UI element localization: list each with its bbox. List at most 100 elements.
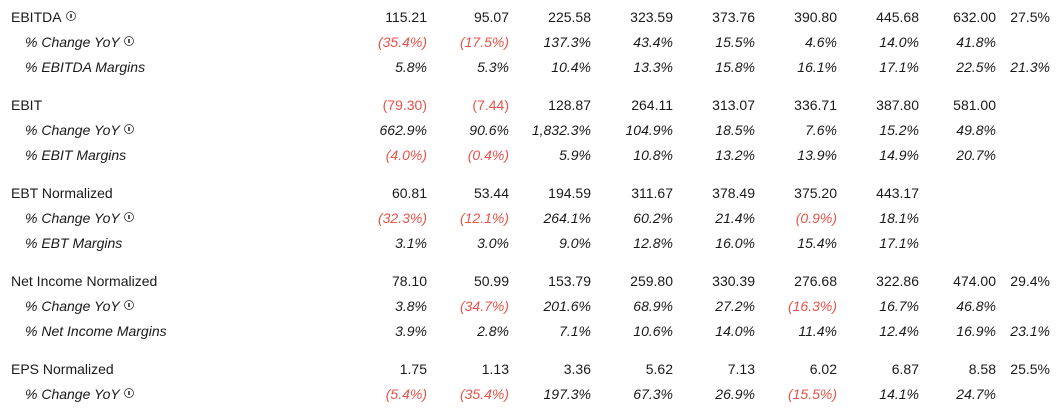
- row-label: Net Income Normalized: [11, 269, 157, 294]
- value-cell: 662.9%: [379, 122, 427, 138]
- value-cell: 78.10: [391, 273, 427, 289]
- value-cell: 16.9%: [956, 323, 996, 339]
- sub-metric-row: % EBIT Margins (4.0%) (0.4%) 5.9% 10.8% 13.2%…: [0, 143, 1059, 168]
- value-cell: 264.1%: [543, 210, 591, 226]
- value-cell: 128.87: [548, 97, 591, 113]
- value-cell: 3.36: [563, 361, 591, 377]
- metric-row: Net Income Normalized 78.10 50.99 153.79 259…: [0, 269, 1059, 294]
- value-cell: 632.00: [953, 9, 996, 25]
- value-cell: 14.1%: [879, 386, 919, 402]
- sub-metric-row: % Net Income Margins 3.9% 2.8% 7.1% 10.6% 14.…: [0, 319, 1059, 344]
- info-icon[interactable]: [123, 300, 134, 310]
- value-cell: (17.5%): [459, 34, 509, 50]
- metric-row: EBITDA 115.21 95.07 225.58 323.59 373.76 390.8…: [0, 5, 1059, 30]
- value-cell: 16.1%: [797, 59, 837, 75]
- value-cell: 5.3%: [477, 59, 509, 75]
- row-label-text: % Net Income Margins: [25, 323, 167, 339]
- value-cell: 18.5%: [715, 122, 755, 138]
- value-cell: 276.68: [794, 273, 837, 289]
- row-label: % Change YoY: [25, 30, 134, 55]
- row-label-text: EBITDA: [11, 9, 62, 25]
- info-icon[interactable]: [123, 124, 134, 134]
- value-cell: 322.86: [876, 273, 919, 289]
- info-icon[interactable]: [65, 11, 76, 21]
- value-cell: 373.76: [712, 9, 755, 25]
- sub-metric-row: % EBT Margins 3.1% 3.0% 9.0% 12.8% 16.0% 15.4%…: [0, 231, 1059, 256]
- value-cell: 445.68: [876, 9, 919, 25]
- value-cell: 95.07: [473, 9, 509, 25]
- value-cell: (16.3%): [787, 298, 837, 314]
- row-label: % Change YoY: [25, 118, 134, 143]
- metric-row: EBIT (79.30) (7.44) 128.87 264.11 313.07 336.7…: [0, 93, 1059, 118]
- sub-metric-row: % Change YoY (5.4%) (35.4%) 197.3% 67.3% 26.9…: [0, 382, 1059, 407]
- value-cell: 8.58: [968, 361, 996, 377]
- value-cell: 7.13: [727, 361, 755, 377]
- value-cell: 20.7%: [956, 147, 996, 163]
- value-cell: 53.44: [473, 185, 509, 201]
- value-cell: 313.07: [712, 97, 755, 113]
- value-cell: 104.9%: [625, 122, 673, 138]
- value-cell: 194.59: [548, 185, 591, 201]
- value-cell: (32.3%): [377, 210, 427, 226]
- value-cell: 18.1%: [879, 210, 919, 226]
- value-cell: 46.8%: [956, 298, 996, 314]
- value-cell: (12.1%): [459, 210, 509, 226]
- value-cell: 21.4%: [715, 210, 755, 226]
- value-cell: (0.4%): [467, 147, 509, 163]
- value-cell: 6.02: [809, 361, 837, 377]
- value-cell: (7.44): [472, 97, 509, 113]
- sub-metric-row: % EBITDA Margins 5.8% 5.3% 10.4% 13.3% 15.8% 1…: [0, 55, 1059, 80]
- value-cell: 3.9%: [395, 323, 427, 339]
- value-cell: (35.4%): [377, 34, 427, 50]
- value-cell: 5.62: [645, 361, 673, 377]
- value-cell: 10.4%: [551, 59, 591, 75]
- value-cell: 137.3%: [543, 34, 591, 50]
- value-cell: 3.0%: [477, 235, 509, 251]
- value-cell: 67.3%: [633, 386, 673, 402]
- value-cell: 50.99: [473, 273, 509, 289]
- value-cell: (15.5%): [787, 386, 837, 402]
- value-cell: 7.6%: [805, 122, 837, 138]
- row-label-text: EBT Normalized: [11, 185, 113, 201]
- value-cell: 25.5%: [1010, 361, 1050, 377]
- info-icon[interactable]: [123, 212, 134, 222]
- value-cell: 1,832.3%: [531, 122, 591, 138]
- value-cell: 9.0%: [559, 235, 591, 251]
- info-icon[interactable]: [123, 388, 134, 398]
- sub-metric-row: % Change YoY 3.8% (34.7%) 201.6% 68.9% 27.2% (…: [0, 294, 1059, 319]
- row-label-text: % Change YoY: [25, 122, 120, 138]
- row-label-text: Net Income Normalized: [11, 273, 158, 289]
- value-cell: 26.9%: [715, 386, 755, 402]
- value-cell: 225.58: [548, 9, 591, 25]
- info-icon[interactable]: [123, 36, 134, 46]
- value-cell: 23.1%: [1010, 323, 1050, 339]
- value-cell: 259.80: [630, 273, 673, 289]
- value-cell: 10.8%: [633, 147, 673, 163]
- value-cell: 43.4%: [633, 34, 673, 50]
- value-cell: 7.1%: [559, 323, 591, 339]
- value-cell: 153.79: [548, 273, 591, 289]
- value-cell: 6.87: [891, 361, 919, 377]
- value-cell: 3.1%: [395, 235, 427, 251]
- row-label-text: % Change YoY: [25, 34, 120, 50]
- value-cell: 1.75: [399, 361, 427, 377]
- value-cell: (5.4%): [385, 386, 427, 402]
- value-cell: 115.21: [385, 9, 427, 25]
- row-label-text: % Change YoY: [25, 298, 120, 314]
- value-cell: 264.11: [631, 97, 673, 113]
- value-cell: 90.6%: [469, 122, 509, 138]
- value-cell: 5.9%: [559, 147, 591, 163]
- row-label: EBITDA: [11, 5, 76, 30]
- value-cell: 29.4%: [1010, 273, 1050, 289]
- value-cell: 27.2%: [715, 298, 755, 314]
- row-label: % Change YoY: [25, 294, 134, 319]
- value-cell: 15.8%: [715, 59, 755, 75]
- row-label-text: % Change YoY: [25, 210, 120, 226]
- row-label: EBT Normalized: [11, 181, 113, 206]
- value-cell: 68.9%: [633, 298, 673, 314]
- value-cell: 201.6%: [543, 298, 591, 314]
- value-cell: 13.2%: [715, 147, 755, 163]
- sub-metric-row: % Change YoY (35.4%) (17.5%) 137.3% 43.4% 15.…: [0, 30, 1059, 55]
- value-cell: 12.8%: [633, 235, 673, 251]
- value-cell: 15.5%: [715, 34, 755, 50]
